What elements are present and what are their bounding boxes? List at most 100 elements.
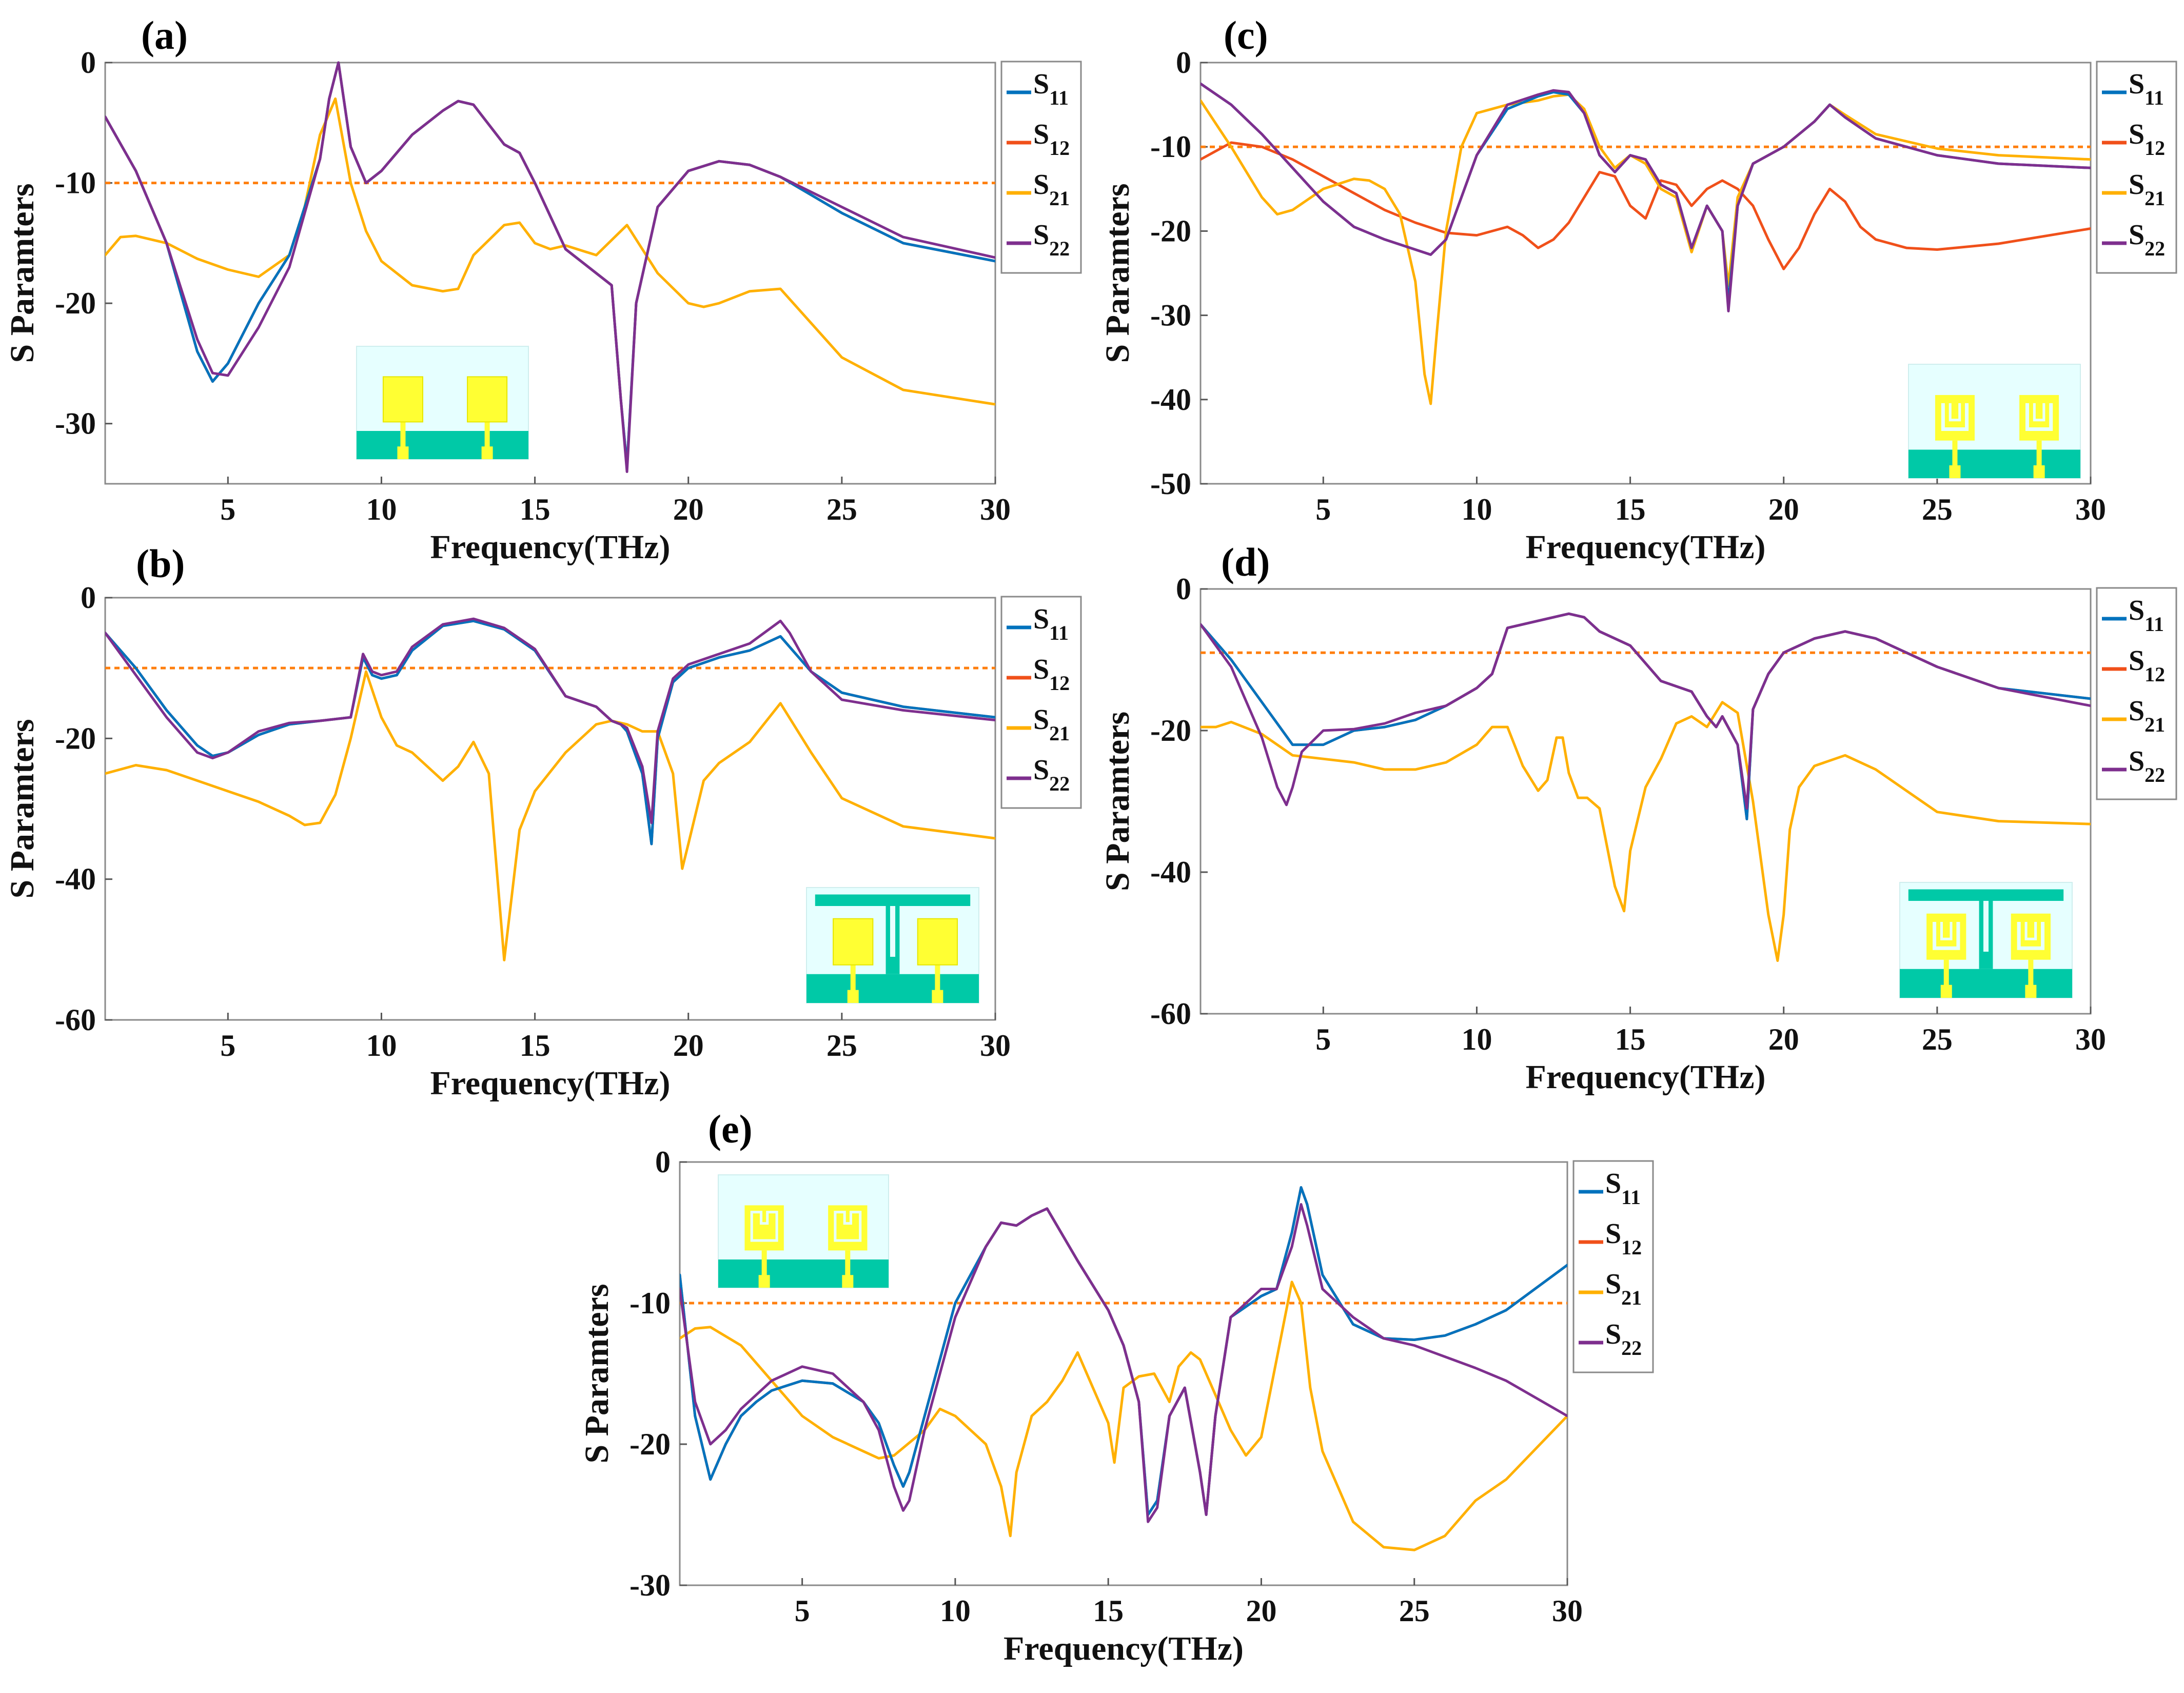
antenna-inset-fractal-patch: [718, 1174, 889, 1288]
y-tick-label: -60: [55, 1003, 96, 1037]
x-tick-label: 10: [366, 1029, 397, 1062]
legend-label-subscript: 12: [2144, 136, 2165, 160]
y-tick-label: -30: [1150, 299, 1191, 332]
inset-port: [2025, 985, 2037, 998]
x-tick-label: 10: [1461, 493, 1492, 526]
legend-box: [1572, 1160, 1654, 1373]
legend-entry-s12: S12: [1033, 119, 1070, 160]
x-tick-label: 30: [2075, 1022, 2106, 1056]
legend-label-subscript: 22: [1049, 237, 1070, 260]
legend-entry-s22: S22: [1033, 754, 1070, 795]
legend-label-subscript: 21: [1049, 187, 1070, 210]
y-tick-label: -40: [1150, 383, 1191, 417]
legend-label-base: S: [2129, 645, 2144, 677]
x-tick-label: 5: [220, 1029, 235, 1062]
inset-u-slot: [2017, 921, 2045, 950]
inset-decoupling-slot: [1983, 901, 1989, 952]
x-axis-label: Frequency(THz): [1525, 1058, 1765, 1096]
legend-label-base: S: [1033, 219, 1049, 251]
legend-box: [1000, 61, 1082, 274]
legend-label-base: S: [1033, 68, 1049, 100]
legend-entry-s12: S12: [2129, 645, 2165, 686]
legend-label-subscript: 12: [1049, 672, 1070, 695]
antenna-inset-square-patch: [356, 346, 529, 460]
inset-patch: [1935, 395, 1975, 441]
legend-label-base: S: [2129, 169, 2144, 201]
y-tick-label: -50: [1150, 467, 1191, 501]
inset-decoupling-slot: [890, 906, 896, 957]
x-axis-label: Frequency(THz): [430, 528, 670, 566]
legend-box: [1000, 596, 1082, 809]
legend-entry-s11: S11: [1605, 1168, 1641, 1209]
legend-entry-s21: S21: [1033, 704, 1070, 745]
inset-feedline: [400, 422, 406, 448]
legend-entry-s22: S22: [2129, 219, 2165, 260]
series-line-s12: [1201, 141, 2091, 270]
y-tick-label: -40: [55, 862, 96, 896]
inset-feedline: [2036, 440, 2042, 467]
inset-feedline: [1952, 440, 1958, 467]
inset-port: [758, 1275, 770, 1288]
legend-label-base: S: [1605, 1318, 1621, 1350]
x-tick-label: 15: [520, 1029, 550, 1062]
x-axis-label: Frequency(THz): [430, 1065, 670, 1102]
inset-port: [397, 446, 409, 459]
legend-label-subscript: 22: [1049, 772, 1070, 795]
inset-fractal-slot: [750, 1211, 778, 1242]
y-tick-label: -20: [1150, 714, 1191, 747]
legend-label-subscript: 11: [1621, 1186, 1641, 1209]
legend-label-base: S: [1605, 1268, 1621, 1300]
panel-label: (d): [1221, 540, 1270, 584]
inset-feedline: [850, 964, 856, 992]
legend-label-base: S: [2129, 695, 2144, 727]
x-tick-label: 5: [1315, 1022, 1331, 1056]
legend-box: [2096, 61, 2177, 274]
y-tick-label: 0: [81, 46, 96, 80]
legend-entry-s11: S11: [2129, 68, 2164, 109]
legend-entry-s11: S11: [2129, 595, 2164, 636]
y-axis-label: S Paramters: [578, 1284, 616, 1463]
inset-feedline: [935, 964, 940, 992]
legend-label-subscript: 21: [1621, 1286, 1642, 1309]
inset-substrate: [1908, 449, 2080, 478]
y-tick-label: 0: [1176, 572, 1191, 606]
inset-port: [932, 990, 943, 1003]
legend-label-base: S: [1033, 169, 1049, 201]
legend-label-subscript: 12: [1049, 136, 1070, 160]
x-tick-label: 15: [1093, 1594, 1124, 1628]
legend-label-subscript: 21: [2144, 187, 2165, 210]
y-tick-label: -30: [55, 407, 96, 441]
inset-port: [847, 990, 859, 1003]
legend-label-base: S: [1033, 654, 1049, 685]
inset-patch: [833, 918, 874, 966]
y-axis-label: S Paramters: [4, 183, 41, 363]
legend-label-subscript: 21: [1049, 722, 1070, 745]
y-tick-label: -10: [55, 166, 96, 200]
y-tick-label: -10: [629, 1286, 671, 1320]
series-line-s22: [105, 617, 995, 824]
antenna-inset-u-slot-with-stub: [1899, 882, 2073, 998]
legend-label-base: S: [1033, 603, 1049, 635]
series-line-s22: [105, 61, 995, 473]
inset-feedline: [484, 422, 490, 448]
legend-entry-s12: S12: [1033, 654, 1070, 695]
inset-u-slot: [1949, 403, 1961, 422]
x-tick-label: 20: [1246, 1594, 1276, 1628]
inset-fractal-slot: [834, 1211, 862, 1242]
y-tick-label: 0: [655, 1145, 671, 1179]
legend-label-subscript: 11: [1049, 621, 1069, 644]
x-axis-label: Frequency(THz): [1525, 528, 1765, 566]
legend-label-subscript: 22: [1621, 1336, 1642, 1360]
y-tick-label: -10: [1150, 130, 1191, 164]
legend-label-subscript: 21: [2144, 713, 2165, 736]
series-line-s22: [1201, 82, 2091, 312]
legend-label-subscript: 12: [2144, 663, 2165, 686]
inset-substrate: [718, 1259, 889, 1288]
legend-box: [2096, 587, 2177, 800]
legend-label-base: S: [2129, 119, 2144, 150]
inset-patch: [382, 376, 423, 423]
y-tick-label: -20: [629, 1427, 671, 1461]
